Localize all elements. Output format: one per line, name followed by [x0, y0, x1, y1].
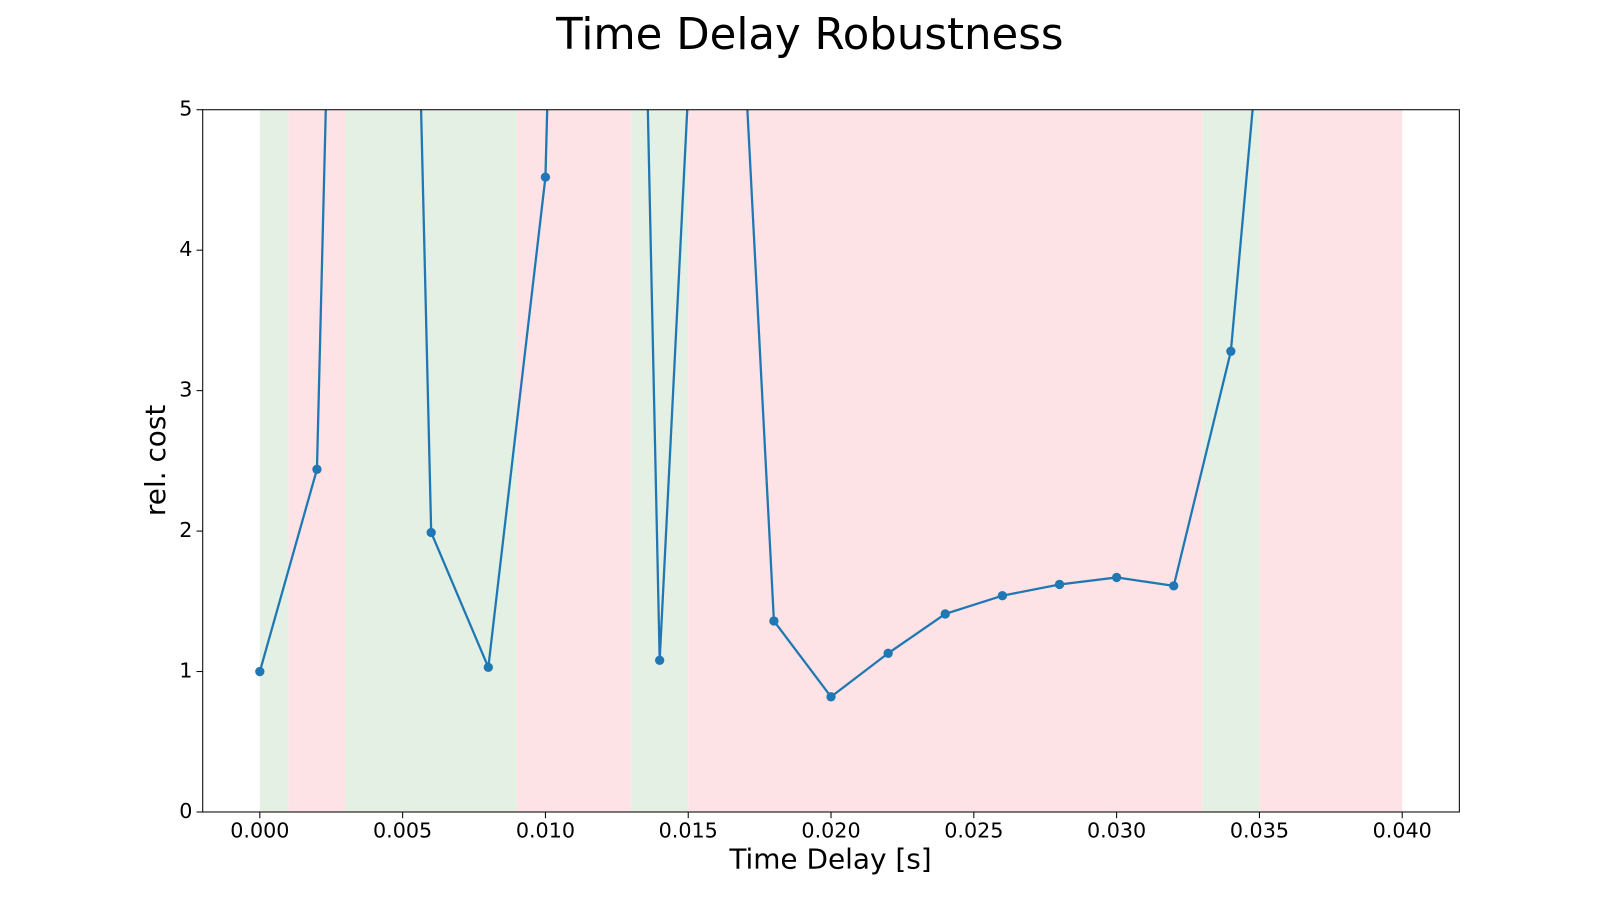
band — [259, 109, 289, 812]
band — [345, 109, 517, 812]
point — [1226, 346, 1236, 356]
point — [312, 464, 322, 474]
band — [1202, 109, 1260, 812]
point — [255, 666, 265, 677]
point — [940, 609, 950, 619]
y-tick-label: 0 — [179, 799, 192, 823]
x-tick-label: 0.040 — [1373, 819, 1432, 843]
x-tick-label: 0.030 — [1087, 819, 1146, 843]
x-tick-label: 0.010 — [516, 819, 575, 843]
point — [655, 655, 665, 665]
y-tick-label: 5 — [179, 97, 192, 121]
y-axis-label: rel. cost — [139, 405, 172, 516]
plot-content — [255, 109, 1254, 702]
x-axis-label: Time Delay [s] — [728, 843, 931, 876]
point — [1111, 572, 1122, 583]
y-tick-label: 2 — [179, 518, 192, 542]
point — [769, 616, 779, 626]
x-tick-label: 0.000 — [230, 819, 289, 843]
y-tick-label: 1 — [179, 659, 192, 683]
point — [1169, 581, 1179, 591]
x-tick-label: 0.025 — [944, 819, 1003, 843]
point — [483, 662, 493, 672]
band — [631, 109, 689, 812]
x-tick-label: 0.020 — [801, 819, 860, 843]
point — [1054, 579, 1065, 590]
point — [883, 648, 893, 658]
chart-title: Time Delay Robustness — [555, 10, 1063, 60]
band — [516, 109, 632, 812]
y-tick-label: 3 — [179, 378, 192, 402]
y-tick-label: 4 — [179, 237, 192, 261]
x-tick-label: 0.015 — [659, 819, 718, 843]
band — [1259, 109, 1403, 812]
point — [426, 527, 436, 538]
point — [997, 591, 1008, 601]
x-tick-label: 0.035 — [1230, 819, 1289, 843]
x-tick-label: 0.005 — [373, 819, 432, 843]
band — [688, 109, 1203, 812]
bands — [259, 109, 1403, 812]
point — [540, 172, 551, 182]
point — [826, 692, 836, 702]
